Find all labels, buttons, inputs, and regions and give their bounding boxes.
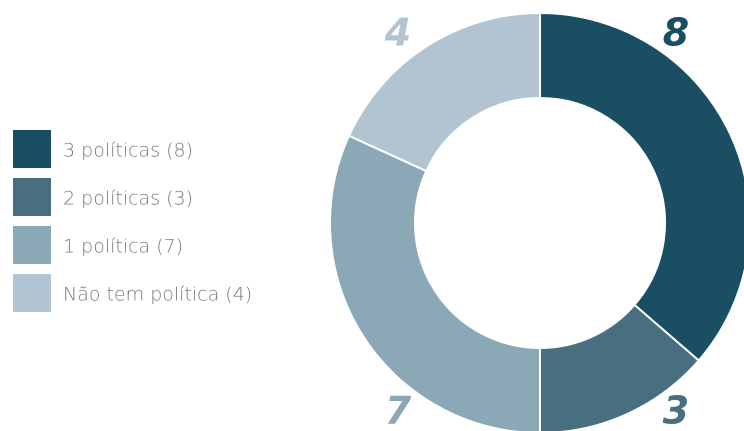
- legend-label: Não tem política (4): [63, 284, 252, 306]
- donut-slice: [539, 303, 701, 431]
- legend-swatch: [13, 226, 51, 264]
- value-label: 8: [663, 11, 689, 55]
- legend-label: 2 políticas (3): [63, 188, 193, 210]
- donut-slice: [347, 11, 541, 173]
- donut-slice: [539, 11, 744, 362]
- value-label: 3: [663, 389, 689, 431]
- legend-label: 1 política (7): [63, 236, 183, 258]
- legend-swatch: [13, 130, 51, 168]
- value-label: 4: [384, 11, 411, 55]
- value-label: 7: [385, 389, 412, 431]
- legend-label: 3 políticas (8): [63, 140, 193, 162]
- donut-slice: [329, 134, 541, 431]
- legend-swatch: [13, 178, 51, 216]
- legend-swatch: [13, 274, 51, 312]
